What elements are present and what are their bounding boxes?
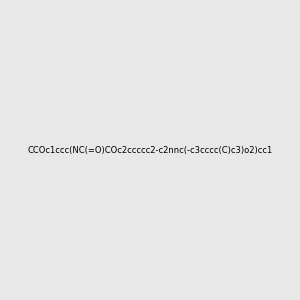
Text: CCOc1ccc(NC(=O)COc2ccccc2-c2nnc(-c3cccc(C)c3)o2)cc1: CCOc1ccc(NC(=O)COc2ccccc2-c2nnc(-c3cccc(… [27, 146, 273, 154]
